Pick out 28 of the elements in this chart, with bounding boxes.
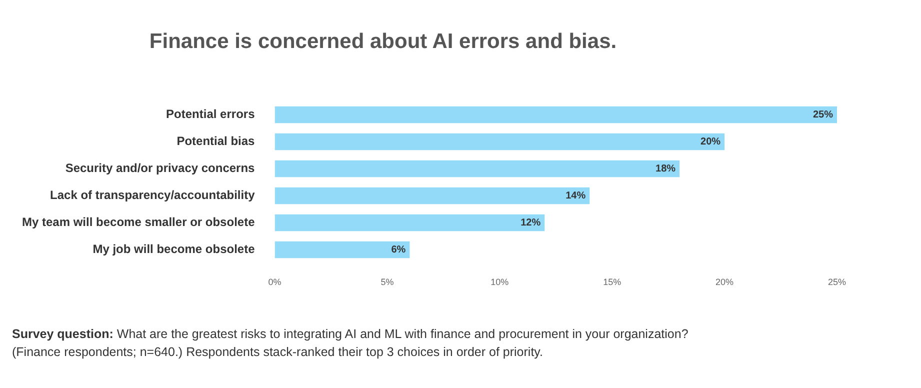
y-tick-label: Security and/or privacy concerns: [65, 161, 256, 176]
bar: [274, 160, 680, 178]
y-tick-label: Lack of transparency/accountability: [50, 188, 256, 202]
data-label: 25%: [812, 109, 834, 120]
bar: [274, 214, 545, 232]
text: What are the greatest risks to integrating AI and ML with finance and procurement in your organization?: [116, 327, 688, 341]
x-tick-label: 20%: [716, 277, 734, 288]
x-tick-label: 5%: [380, 277, 394, 288]
data-label: 18%: [656, 163, 676, 174]
x-tick-label: 15%: [603, 277, 622, 288]
data-label: 20%: [700, 136, 721, 148]
y-tick-label: Potential errors: [166, 107, 256, 122]
text: Survey question:: [12, 327, 114, 341]
bar: [274, 133, 725, 150]
data-label: 12%: [520, 217, 541, 228]
y-tick-label: My team will become smaller or obsolete: [22, 215, 256, 230]
x-tick-label: 0%: [268, 277, 282, 288]
text: (Finance respondents; n=640.) Respondents stack-ranked their top 3 choices in order of priority.: [12, 345, 543, 359]
bar: [274, 241, 410, 258]
chart-title: Finance is concerned about AI errors and bias.: [148, 30, 618, 54]
data-label: 6%: [391, 244, 406, 256]
bar: [274, 106, 837, 124]
y-tick-label: My job will become obsolete: [92, 242, 256, 256]
x-tick-label: 10%: [490, 277, 509, 288]
data-label: 14%: [566, 190, 586, 202]
y-tick-label: Potential bias: [176, 134, 256, 148]
bar: [274, 187, 590, 204]
x-tick-label: 25%: [828, 277, 846, 288]
